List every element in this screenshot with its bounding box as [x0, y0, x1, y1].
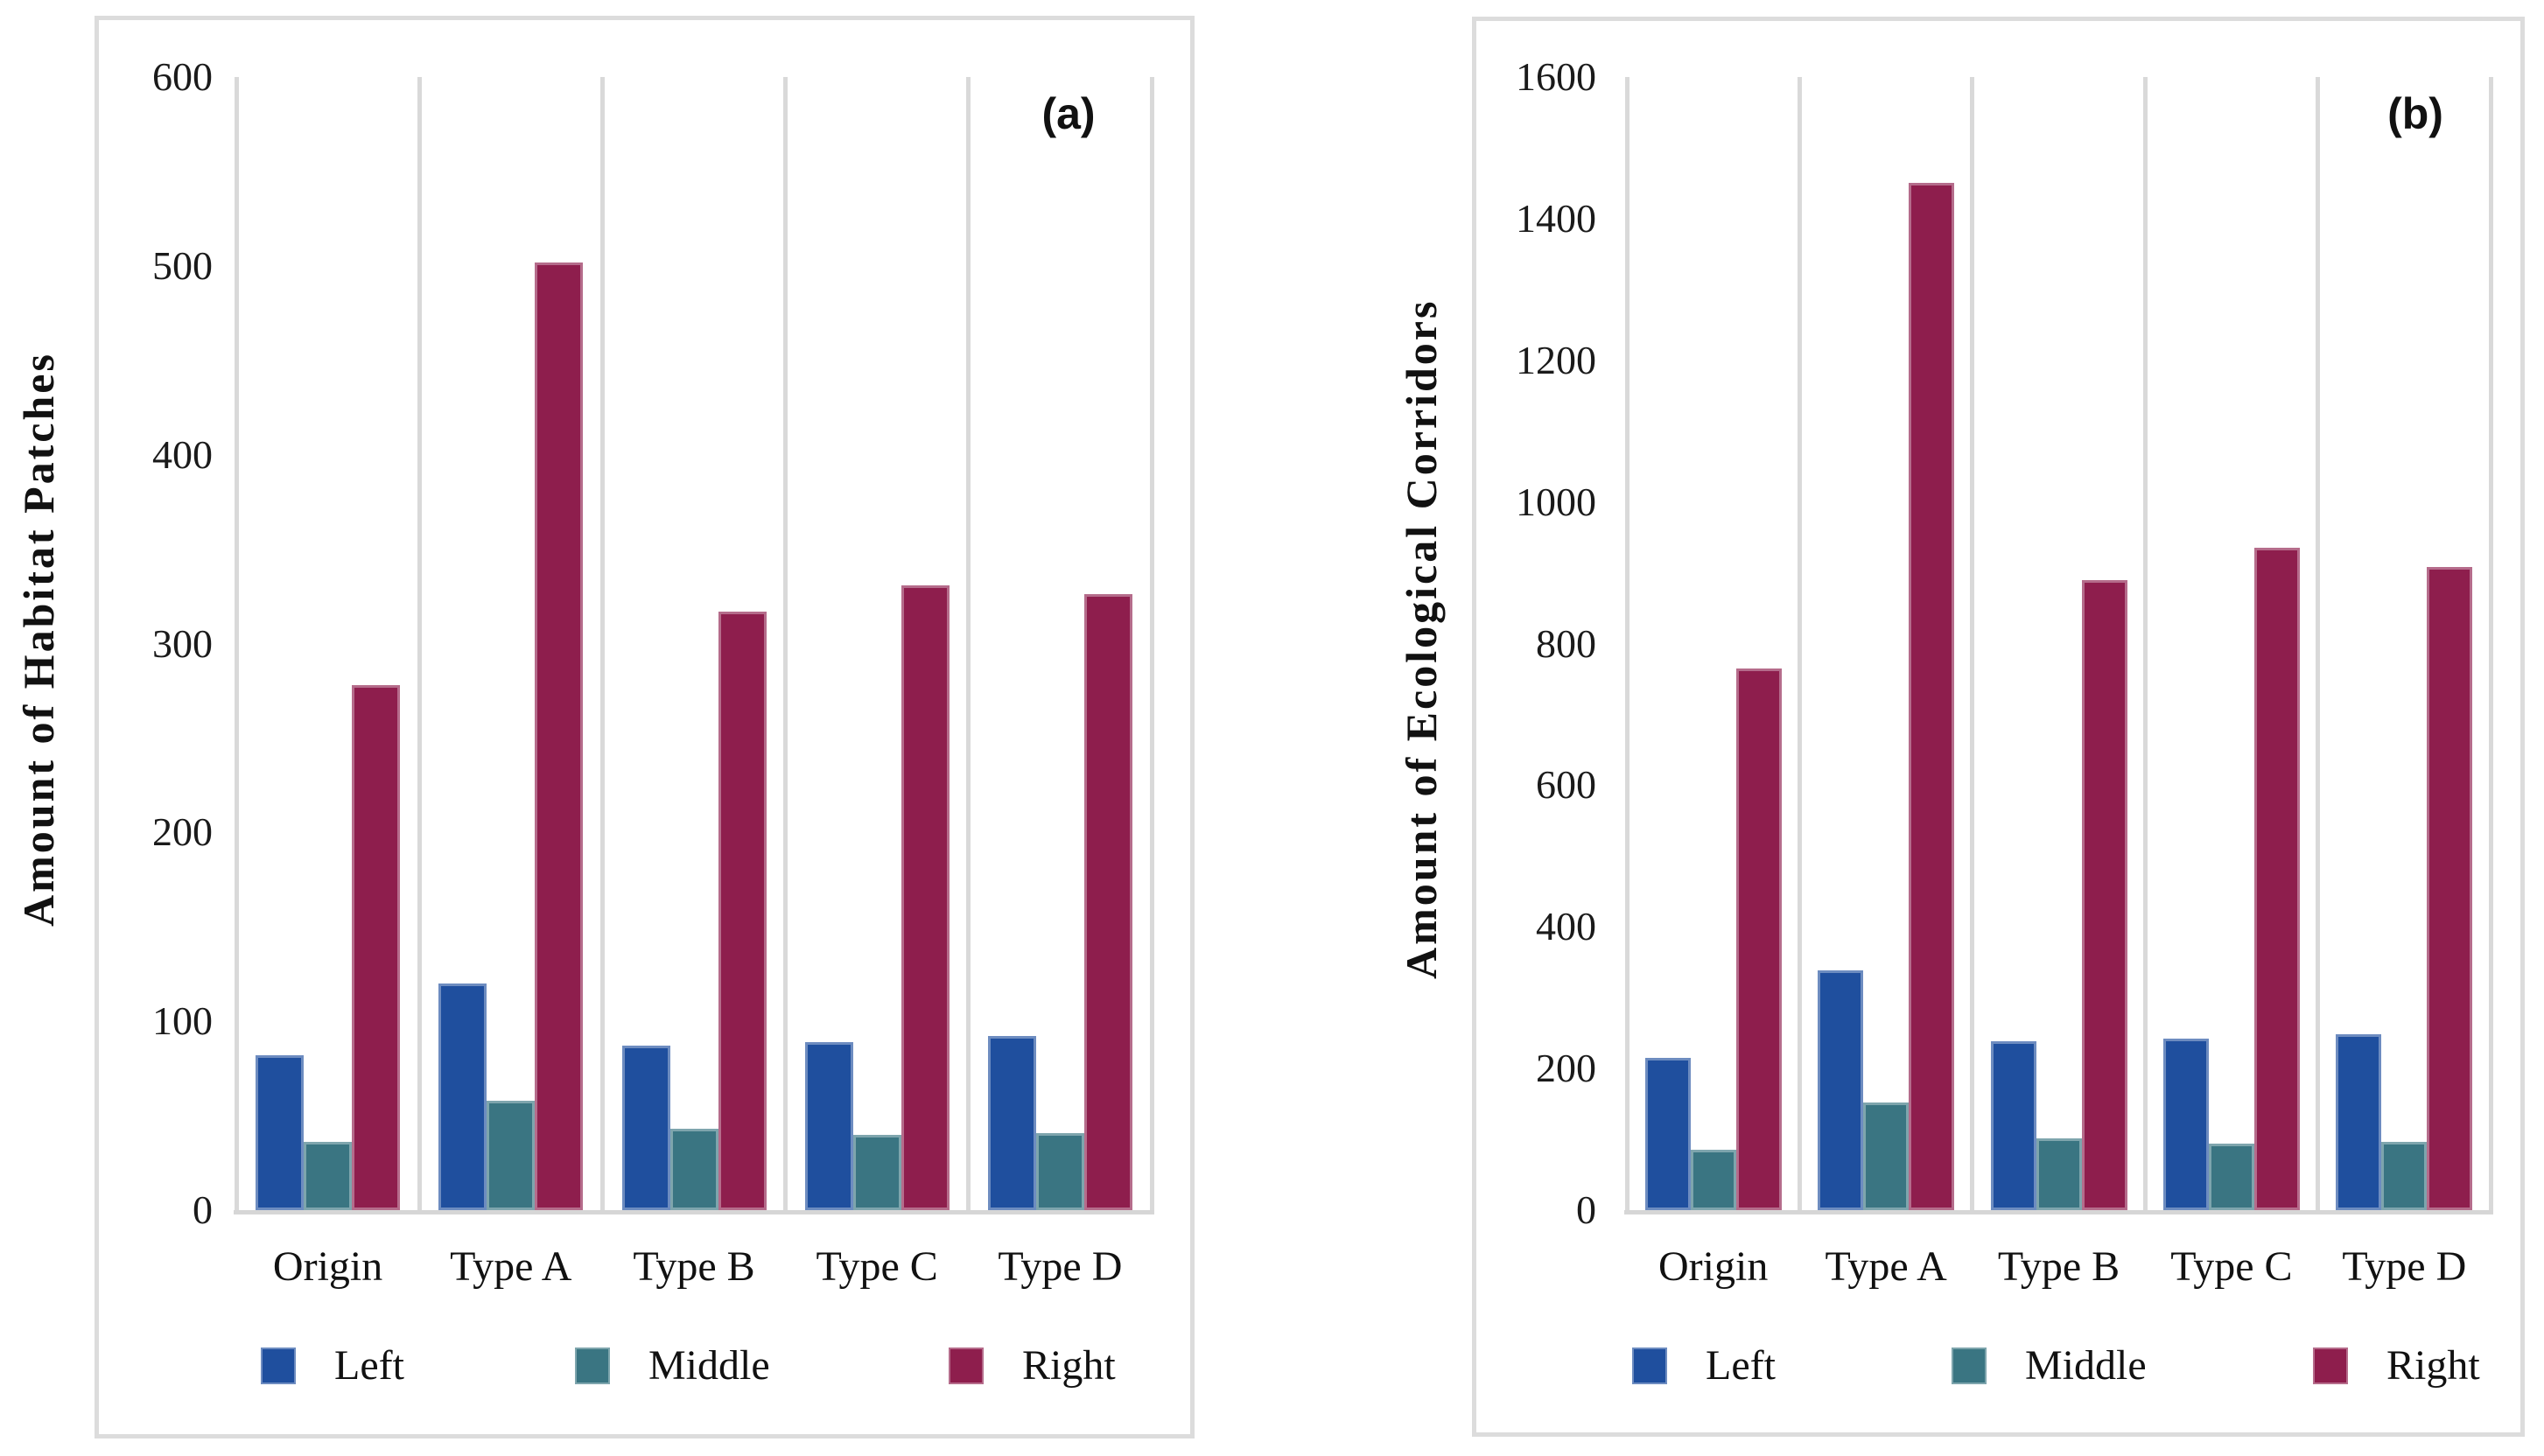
bar-middle-type-b: [2036, 1138, 2082, 1210]
x-category-label: Type A: [1825, 1243, 1947, 1290]
gridline: [966, 77, 971, 1210]
plot-area-b: 0 200 400 600 800 1000 1200 1400 1600 Origin Type …: [1476, 21, 2520, 1432]
legend-item-left: Left: [261, 1343, 404, 1389]
y-tick-label: 400: [1536, 904, 1596, 949]
x-category-label: Type D: [998, 1243, 1123, 1290]
legend-label-right: Right: [1022, 1342, 1116, 1389]
y-tick-label: 800: [1536, 620, 1596, 666]
legend-color-swatch-middle: [1952, 1348, 1987, 1384]
bar-left-type-b: [622, 1046, 670, 1210]
gridline: [1970, 77, 1975, 1210]
bar-middle-type-c: [853, 1135, 901, 1210]
bar-right-type-c: [901, 585, 950, 1210]
legend-label-right: Right: [2386, 1342, 2480, 1389]
bar-left-type-b: [1991, 1041, 2036, 1210]
bar-left-type-a: [1818, 970, 1863, 1210]
legend-label-left: Left: [1706, 1342, 1776, 1389]
bar-middle-type-a: [1863, 1102, 1909, 1210]
bar-right-type-b: [718, 612, 767, 1210]
y-tick-label: 0: [1576, 1187, 1596, 1232]
y-tick-label: 1000: [1516, 479, 1596, 524]
x-category-label: Origin: [272, 1243, 383, 1290]
x-category-label: Type C: [2170, 1243, 2293, 1290]
gridline: [1624, 77, 1629, 1210]
bar-left-type-c: [805, 1042, 853, 1210]
y-axis-title-a: Amount of Habitat Patches: [14, 352, 63, 927]
bar-left-origin: [1645, 1058, 1691, 1210]
bar-middle-type-d: [2381, 1142, 2427, 1210]
y-tick-label: 400: [152, 431, 213, 477]
legend-color-swatch-middle: [575, 1348, 610, 1384]
y-tick-label: 1200: [1516, 337, 1596, 382]
y-tick-label: 100: [152, 998, 213, 1044]
y-tick-label: 1600: [1516, 54, 1596, 99]
bar-left-origin: [256, 1055, 304, 1210]
legend-color-swatch-left: [261, 1348, 296, 1384]
gridline: [783, 77, 788, 1210]
y-axis-title-b: Amount of Ecological Corridors: [1397, 298, 1446, 980]
gridline: [2316, 77, 2321, 1210]
bar-left-type-a: [438, 984, 487, 1210]
x-category-label: Type A: [450, 1243, 572, 1290]
legend-label-left: Left: [334, 1342, 404, 1389]
bar-right-type-b: [2082, 580, 2127, 1210]
legend-color-swatch-left: [1632, 1348, 1667, 1384]
x-category-label: Type D: [2342, 1243, 2467, 1290]
y-tick-label: 300: [152, 620, 213, 666]
legend-color-swatch-right: [2313, 1348, 2348, 1384]
bar-middle-origin: [1691, 1150, 1736, 1210]
legend-item-left: Left: [1632, 1343, 1776, 1389]
x-category-label: Origin: [1658, 1243, 1769, 1290]
x-category-label: Type C: [816, 1243, 938, 1290]
bar-right-type-a: [535, 262, 583, 1210]
legend-item-middle: Middle: [1952, 1343, 2147, 1389]
bar-middle-type-a: [487, 1101, 535, 1210]
bar-right-type-c: [2254, 548, 2300, 1210]
y-tick-label: 0: [193, 1187, 213, 1232]
gridline: [2142, 77, 2148, 1210]
gridline: [2488, 77, 2493, 1210]
y-tick-label: 600: [1536, 762, 1596, 808]
bar-middle-type-d: [1036, 1133, 1084, 1210]
bar-right-type-d: [1084, 594, 1132, 1210]
bar-left-type-d: [988, 1036, 1036, 1210]
gridline: [599, 77, 605, 1210]
gridline: [234, 77, 239, 1210]
y-tick-label: 1400: [1516, 195, 1596, 241]
chart-panel-a: 0 100 200 300 400 500 600 Origin Type A Type B Typ…: [95, 16, 1195, 1438]
bar-middle-origin: [304, 1142, 352, 1210]
x-category-label: Type B: [633, 1243, 755, 1290]
x-axis-line: [234, 1210, 1154, 1214]
bar-middle-type-c: [2209, 1144, 2254, 1210]
x-category-label: Type B: [1997, 1243, 2120, 1290]
plot-area-a: 0 100 200 300 400 500 600 Origin Type A Type B Typ…: [99, 20, 1190, 1434]
gridline: [417, 77, 422, 1210]
panel-label-b: (b): [2387, 89, 2443, 138]
bar-middle-type-b: [670, 1129, 718, 1210]
bar-right-type-d: [2427, 567, 2472, 1210]
gridline: [1149, 77, 1154, 1210]
legend-label-middle: Middle: [2025, 1342, 2147, 1389]
legend-item-middle: Middle: [575, 1343, 770, 1389]
legend-item-right: Right: [2313, 1343, 2480, 1389]
bar-left-type-c: [2163, 1039, 2209, 1210]
y-tick-label: 600: [152, 54, 213, 99]
y-tick-label: 200: [152, 809, 213, 855]
bar-right-origin: [1736, 668, 1782, 1210]
bar-right-type-a: [1909, 183, 1954, 1210]
bar-right-origin: [352, 685, 400, 1210]
bar-left-type-d: [2336, 1034, 2381, 1210]
y-tick-label: 200: [1536, 1046, 1596, 1091]
legend-item-right: Right: [949, 1343, 1116, 1389]
x-axis-line: [1624, 1210, 2493, 1214]
panel-label-a: (a): [1041, 89, 1096, 138]
legend-color-swatch-right: [949, 1348, 984, 1384]
legend-label-middle: Middle: [648, 1342, 770, 1389]
chart-panel-b: 0 200 400 600 800 1000 1200 1400 1600 Origin Type …: [1472, 17, 2525, 1437]
y-tick-label: 500: [152, 242, 213, 288]
gridline: [1797, 77, 1802, 1210]
